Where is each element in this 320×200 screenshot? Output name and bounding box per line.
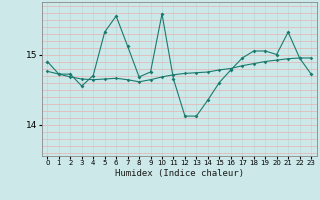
X-axis label: Humidex (Indice chaleur): Humidex (Indice chaleur): [115, 169, 244, 178]
